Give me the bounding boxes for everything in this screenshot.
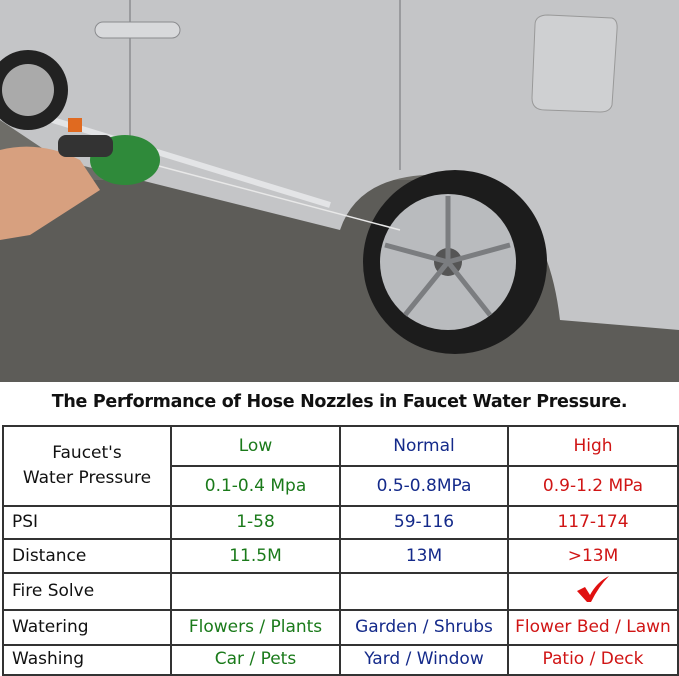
- cell: 11.5M: [170, 538, 341, 574]
- cell: Garden / Shrubs: [339, 608, 509, 646]
- cell: Yard / Window: [339, 643, 509, 676]
- table-row: PSI 1-58 59-116 117-174: [2, 505, 679, 540]
- cell: [170, 572, 341, 611]
- cell: 59-116: [339, 505, 509, 540]
- product-photo-car-washing: [0, 0, 679, 382]
- pressure-high: 0.9-1.2 MPa: [507, 465, 679, 507]
- cell: Flowers / Plants: [170, 608, 341, 646]
- cell-high-check: [507, 572, 679, 611]
- table-row-pressure: 0.1-0.4 Mpa 0.5-0.8MPa 0.9-1.2 MPa: [3, 465, 679, 507]
- cell: >13M: [507, 538, 679, 574]
- table-row: Fire Solve: [2, 572, 679, 611]
- row-label: PSI: [2, 505, 172, 540]
- row-label: Watering: [2, 608, 172, 646]
- table-row: Watering Flowers / Plants Garden / Shrub…: [2, 608, 679, 646]
- pressure-normal: 0.5-0.8MPa: [339, 465, 509, 507]
- row-label: Fire Solve: [2, 572, 172, 611]
- check-icon: [577, 576, 609, 602]
- level-low: Low: [170, 425, 341, 467]
- table-row-level: Faucet's Water Pressure Low Normal High: [2, 425, 679, 507]
- header-label-cell: Faucet's Water Pressure: [2, 425, 172, 507]
- cell: [339, 572, 509, 611]
- row-label: Distance: [2, 538, 172, 574]
- header-label-line: Water Pressure: [22, 468, 152, 488]
- table-title: The Performance of Hose Nozzles in Fauce…: [51, 392, 628, 412]
- row-label: Washing: [2, 643, 172, 676]
- level-high: High: [507, 425, 679, 467]
- level-normal: Normal: [339, 425, 509, 467]
- cell: Flower Bed / Lawn: [507, 608, 679, 646]
- cell: Car / Pets: [170, 643, 341, 676]
- table-row: Washing Car / Pets Yard / Window Patio /…: [2, 643, 679, 676]
- performance-table: Faucet's Water Pressure Low Normal High …: [2, 425, 679, 676]
- cell: 13M: [339, 538, 509, 574]
- header-label-line: Faucet's: [52, 443, 122, 464]
- cell: 117-174: [507, 505, 679, 540]
- cell: Patio / Deck: [507, 643, 679, 676]
- table-row: Distance 11.5M 13M >13M: [2, 538, 679, 574]
- cell: 1-58: [170, 505, 341, 540]
- pressure-low: 0.1-0.4 Mpa: [170, 465, 341, 507]
